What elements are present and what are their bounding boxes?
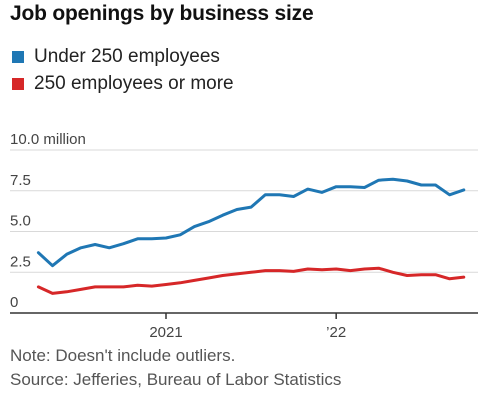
legend-item-under-250: Under 250 employees — [12, 46, 220, 68]
y-tick-label: 10.0 million — [10, 131, 86, 148]
x-tick-label: ’22 — [326, 324, 346, 340]
legend-label: Under 250 employees — [34, 46, 220, 67]
legend-swatch-red — [12, 78, 24, 90]
y-tick-label: 0 — [10, 294, 18, 311]
note-text: Note: Doesn't include outliers. — [10, 346, 236, 365]
y-tick-label: 5.0 — [10, 213, 31, 230]
line-chart: 0 2.5 5.0 7.5 10.0 million 2021 ’22 — [10, 131, 478, 340]
chart-title: Job openings by business size — [10, 2, 314, 25]
y-tick-label: 2.5 — [10, 253, 31, 270]
source-text: Source: Jefferies, Bureau of Labor Stati… — [10, 370, 342, 389]
y-tick-label: 7.5 — [10, 172, 31, 189]
x-tick-label: 2021 — [149, 324, 182, 340]
legend-label: 250 employees or more — [34, 73, 234, 94]
series-line-under-250 — [36, 177, 466, 268]
legend-swatch-blue — [12, 51, 24, 63]
series-line-250-or-more — [36, 266, 466, 295]
legend-item-250-or-more: 250 employees or more — [12, 73, 234, 95]
chart-notes: Note: Doesn't include outliers. Source: … — [10, 344, 341, 392]
